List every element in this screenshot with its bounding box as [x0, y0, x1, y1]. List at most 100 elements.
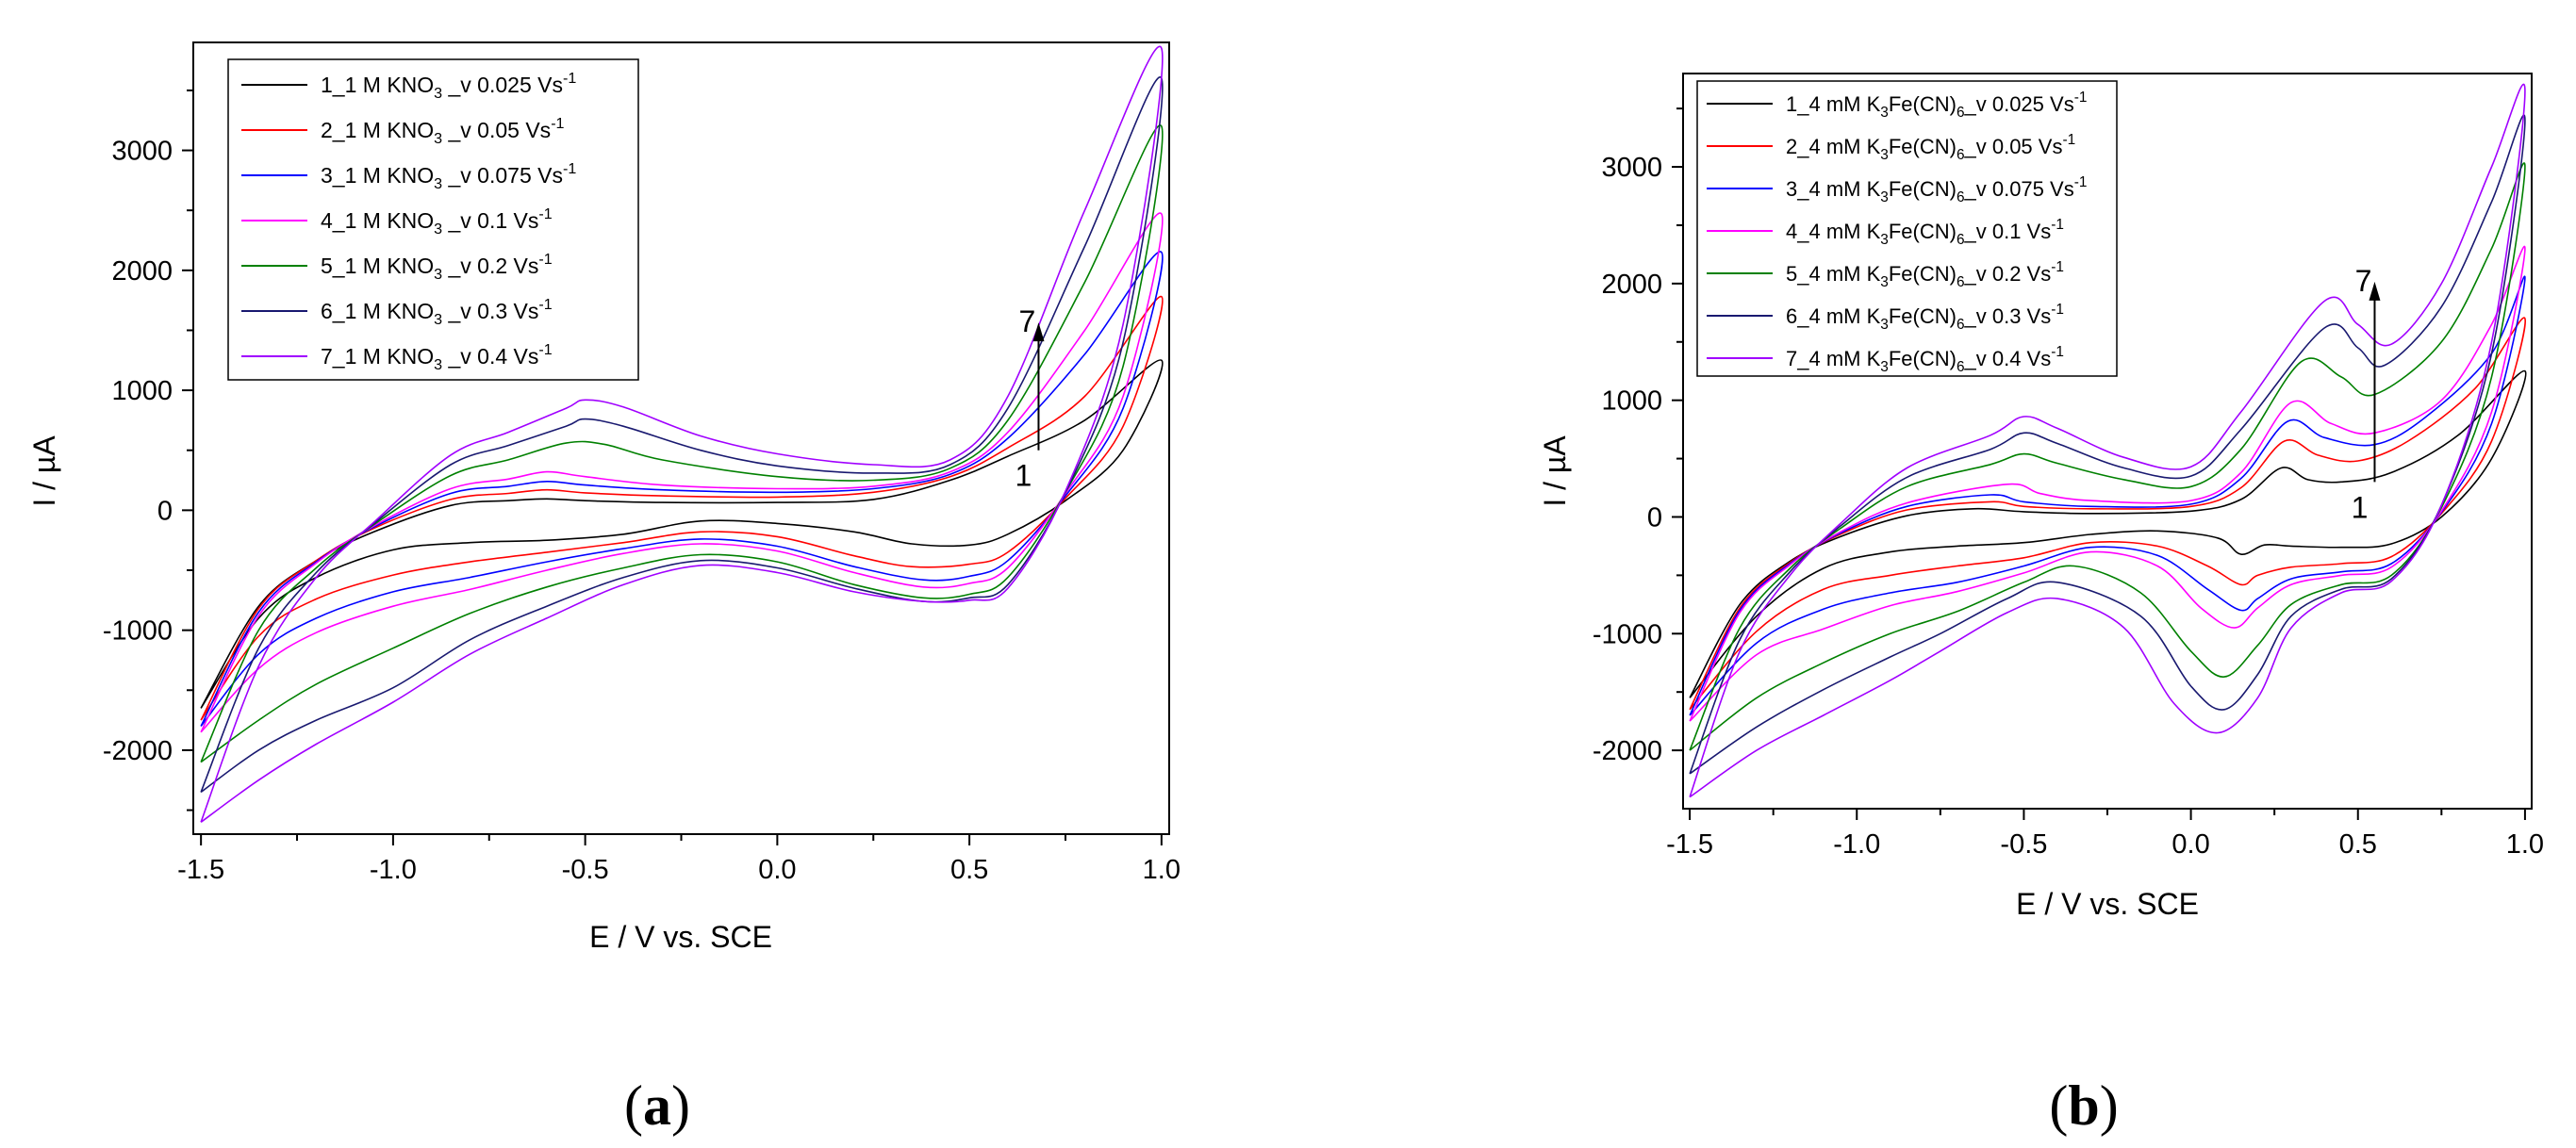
legend-superscript: -1 — [2074, 174, 2088, 190]
legend-label-b: 5_4 mM K3Fe(CN)6_v 0.2 Vs-1 — [1786, 259, 2064, 290]
legend-label-a: 6_1 M KNO3 _v 0.3 Vs-1 — [321, 296, 553, 328]
trend-arrow-head-b — [2369, 281, 2381, 301]
legend-subscript: 3 — [1880, 359, 1889, 375]
legend-label-b: 3_4 mM K3Fe(CN)6_v 0.075 Vs-1 — [1786, 174, 2087, 205]
legend-box-b — [1696, 80, 2118, 377]
trend-arrow-bottom-label-b: 1 — [2352, 490, 2369, 524]
legend-superscript: -1 — [2051, 344, 2064, 360]
legend-text: 5_4 mM K — [1786, 262, 1881, 286]
trend-arrow-bottom-label-a: 1 — [1016, 459, 1032, 493]
y-tick-label-a: 3000 — [111, 137, 173, 167]
y-tick-label-a: 0 — [157, 496, 173, 526]
cv-curve-b-4 — [1689, 245, 2526, 722]
legend-text: Fe(CN) — [1889, 304, 1957, 328]
legend-text: 2_4 mM K — [1786, 135, 1881, 158]
panel-label-a-open: ( — [624, 1074, 643, 1137]
cv-curve-b-5 — [1689, 162, 2526, 751]
legend-text: Fe(CN) — [1889, 177, 1957, 201]
legend-text: _v 0.1 Vs — [1964, 220, 2052, 243]
legend-subscript: 6 — [1957, 359, 1965, 375]
panel-b-ticks: -1.5 -1.0 -0.5 0.0 0.5 1.0 -2000 -1000 0 1000 2000… — [1593, 107, 2544, 860]
legend-subscript: 6 — [1957, 189, 1965, 205]
legend-text: 7_4 mM K — [1786, 347, 1881, 370]
panel-label-b-close: ) — [2100, 1074, 2119, 1137]
legend-superscript: -1 — [551, 115, 564, 132]
legend-text: Fe(CN) — [1889, 92, 1957, 116]
panel-a-ticks: -1.5 -1.0 -0.5 0.0 0.5 1.0 -2000 -1000 0 1000 2000… — [103, 89, 1181, 885]
x-tick-label-b: -0.5 — [2000, 829, 2047, 860]
legend-text: 1_4 mM K — [1786, 92, 1881, 116]
legend-text: 2_1 M KNO — [321, 118, 434, 142]
cv-curve-a-1 — [200, 359, 1164, 709]
y-tick-label-b: -2000 — [1593, 736, 1662, 766]
legend-superscript: -1 — [538, 251, 552, 268]
cv-curve-a-7 — [200, 45, 1164, 823]
legend-text: _v 0.2 Vs — [442, 254, 538, 278]
panel-label-a-letter: a — [643, 1074, 671, 1137]
legend-text: Fe(CN) — [1889, 135, 1957, 158]
legend-text: _v 0.3 Vs — [1964, 304, 2052, 328]
cv-curve-b-1 — [1689, 369, 2527, 698]
legend-text: _v 0.075 Vs — [1964, 177, 2074, 201]
legend-subscript: 3 — [1880, 274, 1889, 290]
panel-a-series — [200, 45, 1164, 823]
legend-superscript: -1 — [2062, 132, 2075, 148]
legend-superscript: -1 — [538, 296, 552, 313]
legend-text: 1_1 M KNO — [321, 73, 434, 97]
legend-label-b: 4_4 mM K3Fe(CN)6_v 0.1 Vs-1 — [1786, 217, 2064, 248]
legend-subscript: 6 — [1957, 317, 1965, 333]
legend-text: _v 0.2 Vs — [1964, 262, 2052, 286]
cv-curve-a-4 — [200, 212, 1164, 733]
chart-panel-b: -1.5 -1.0 -0.5 0.0 0.5 1.0 -2000 -1000 0 1000 2000… — [1538, 73, 2544, 1137]
cv-curve-a-5 — [200, 124, 1164, 763]
legend-text: 4_4 mM K — [1786, 220, 1881, 243]
legend-text: 6_1 M KNO — [321, 299, 434, 323]
legend-text: 4_1 M KNO — [321, 208, 434, 233]
legend-subscript: 3 — [1880, 189, 1889, 205]
x-tick-label-b: 0.5 — [2339, 829, 2377, 860]
legend-text: _v 0.3 Vs — [442, 299, 538, 323]
legend-subscript: 3 — [1880, 105, 1889, 121]
y-tick-label-a: 2000 — [111, 256, 173, 287]
y-tick-label-b: 1000 — [1601, 386, 1662, 417]
legend-subscript: 3 — [434, 85, 442, 102]
cv-curve-a-3 — [200, 251, 1164, 727]
legend-text: Fe(CN) — [1889, 220, 1957, 243]
legend-subscript: 3 — [1880, 232, 1889, 248]
legend-text: _v 0.075 Vs — [442, 163, 563, 188]
cv-curve-a-2 — [200, 295, 1164, 721]
legend-text: 7_1 M KNO — [321, 344, 434, 369]
legend-superscript: -1 — [563, 70, 576, 87]
legend-superscript: -1 — [2051, 302, 2064, 318]
x-tick-label-b: 0.0 — [2171, 829, 2209, 860]
legend-subscript: 6 — [1957, 105, 1965, 121]
legend-text: Fe(CN) — [1889, 347, 1957, 370]
x-tick-label-a: -1.0 — [370, 855, 417, 885]
legend-label-b: 2_4 mM K3Fe(CN)6_v 0.05 Vs-1 — [1786, 132, 2075, 163]
trend-arrow-a: 7 1 — [1016, 304, 1045, 493]
legend-label-a: 2_1 M KNO3 _v 0.05 Vs-1 — [321, 115, 565, 147]
legend-label-a: 7_1 M KNO3 _v 0.4 Vs-1 — [321, 341, 553, 373]
panel-label-b-letter: b — [2068, 1074, 2099, 1137]
y-tick-label-b: 3000 — [1601, 153, 1662, 183]
cv-curve-b-7 — [1689, 83, 2526, 798]
legend-label-b: 6_4 mM K3Fe(CN)6_v 0.3 Vs-1 — [1786, 302, 2064, 333]
y-tick-label-b: 2000 — [1601, 270, 1662, 300]
y-tick-label-a: 1000 — [111, 376, 173, 406]
legend-text: 3_4 mM K — [1786, 177, 1881, 201]
x-tick-label-a: -0.5 — [562, 855, 609, 885]
legend-text: 5_1 M KNO — [321, 254, 434, 278]
y-tick-label-b: 0 — [1647, 502, 1662, 533]
legend-label-b: 1_4 mM K3Fe(CN)6_v 0.025 Vs-1 — [1786, 90, 2087, 121]
legend-superscript: -1 — [2051, 259, 2064, 275]
legend-subscript: 3 — [434, 356, 442, 373]
x-tick-label-a: -1.5 — [177, 855, 224, 885]
cv-curve-a-6 — [200, 75, 1164, 794]
x-tick-label-a: 0.0 — [758, 855, 796, 885]
legend-subscript: 3 — [434, 130, 442, 147]
panel-label-a-close: ) — [671, 1074, 690, 1137]
legend-text: _v 0.025 Vs — [1964, 92, 2074, 116]
cv-curve-b-3 — [1689, 275, 2526, 716]
legend-superscript: -1 — [2051, 217, 2064, 233]
panel-label-b-open: ( — [2049, 1074, 2068, 1137]
